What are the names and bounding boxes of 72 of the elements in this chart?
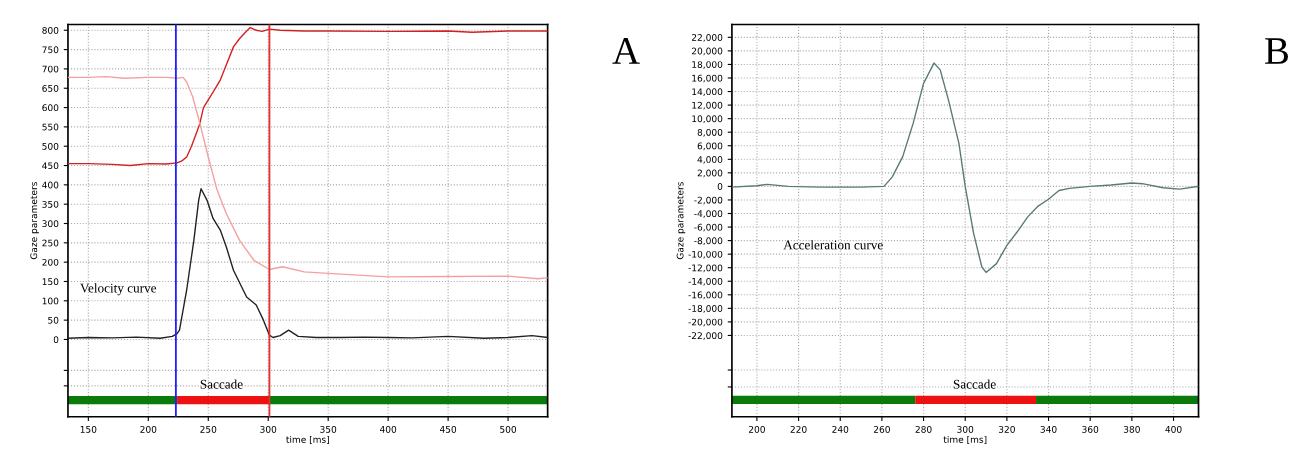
line-series	[731, 62, 1199, 274]
text: A	[612, 38, 640, 64]
x-tick-label: 300	[957, 425, 974, 433]
y-tick-label: -12,000	[688, 264, 723, 273]
y-tick-label: 22,000	[691, 34, 723, 42]
x-tick-label: 240	[832, 425, 849, 433]
text: B	[1265, 38, 1289, 64]
x-tick-label: 350	[320, 425, 337, 433]
y-tick-label: 14,000	[692, 88, 723, 97]
y-tick-label: -6,000	[694, 223, 723, 232]
y-tick-label: 6,000	[697, 142, 723, 151]
x-tick-label: 320	[998, 425, 1015, 433]
x-tick-label: 400	[1165, 425, 1182, 433]
y-tick-label: -22,000	[688, 332, 723, 340]
annotation: Acceleration curve	[783, 240, 883, 250]
y-tick-label: 0	[717, 183, 723, 190]
y-tick-label: 20,000	[691, 47, 723, 56]
annotation: Saccade	[200, 379, 243, 389]
y-tick-label: -16,000	[688, 291, 723, 300]
y-tick-label: 400	[42, 181, 59, 189]
x-tick-label: 260	[873, 425, 890, 433]
y-tick-label: -10,000	[688, 250, 723, 259]
y-tick-label: -4,000	[694, 210, 723, 218]
x-tick-label: 500	[500, 425, 517, 433]
x-tick-label: 200	[748, 425, 765, 433]
y-tick-label: 700	[42, 65, 59, 73]
x-tick-label: 150	[80, 425, 97, 433]
y-tick-label: 650	[42, 84, 59, 92]
y-axis-title: Gaze parameters	[676, 182, 686, 260]
y-tick-label: 100	[42, 297, 59, 305]
x-tick-label: 200	[140, 425, 157, 433]
y-tick-label: 450	[42, 162, 59, 170]
y-tick-label: 10,000	[692, 115, 723, 124]
y-tick-label: 18,000	[692, 61, 723, 69]
y-tick-label: 50	[48, 316, 59, 324]
x-axis-title: time [ms]	[943, 435, 987, 444]
y-axis-title: Gaze parameters	[30, 182, 39, 260]
x-tick-label: 380	[1123, 425, 1140, 433]
y-tick-label: 200	[42, 258, 59, 266]
y-tick-label: 0	[53, 336, 59, 344]
y-tick-label: 8,000	[697, 128, 723, 137]
line-series	[67, 188, 548, 339]
x-tick-label: 400	[379, 425, 397, 433]
y-tick-label: 12,000	[692, 101, 723, 110]
y-tick-label: 300	[42, 220, 59, 228]
y-tick-label: 750	[42, 46, 59, 54]
y-tick-label: -2,000	[694, 196, 723, 205]
x-tick-label: 450	[439, 425, 457, 433]
y-tick-label: 2,000	[697, 169, 723, 178]
y-tick-label: 800	[42, 26, 59, 34]
y-tick-label: -20,000	[688, 318, 723, 327]
x-axis-title: time [ms]	[286, 435, 329, 444]
y-tick-label: -8,000	[694, 237, 723, 246]
y-tick-label: -18,000	[688, 305, 723, 313]
y-tick-label: 600	[42, 104, 59, 112]
x-tick-label: 280	[915, 425, 932, 433]
y-tick-label: 350	[42, 200, 59, 208]
y-tick-label: 16,000	[692, 74, 723, 83]
y-tick-label: 150	[42, 278, 59, 286]
x-tick-label: 360	[1082, 425, 1099, 433]
y-tick-label: 550	[42, 123, 59, 131]
y-tick-label: 500	[42, 142, 59, 150]
annotation: Velocity curve	[80, 283, 157, 296]
x-tick-label: 340	[1040, 425, 1057, 433]
y-tick-label: 4,000	[697, 156, 723, 164]
y-tick-label: -14,000	[688, 277, 723, 286]
y-tick-label: 250	[42, 239, 59, 247]
x-tick-label: 300	[260, 425, 277, 433]
x-tick-label: 250	[200, 425, 217, 433]
line-series	[67, 75, 548, 280]
x-tick-label: 220	[790, 425, 807, 433]
annotation: Saccade	[953, 379, 996, 389]
